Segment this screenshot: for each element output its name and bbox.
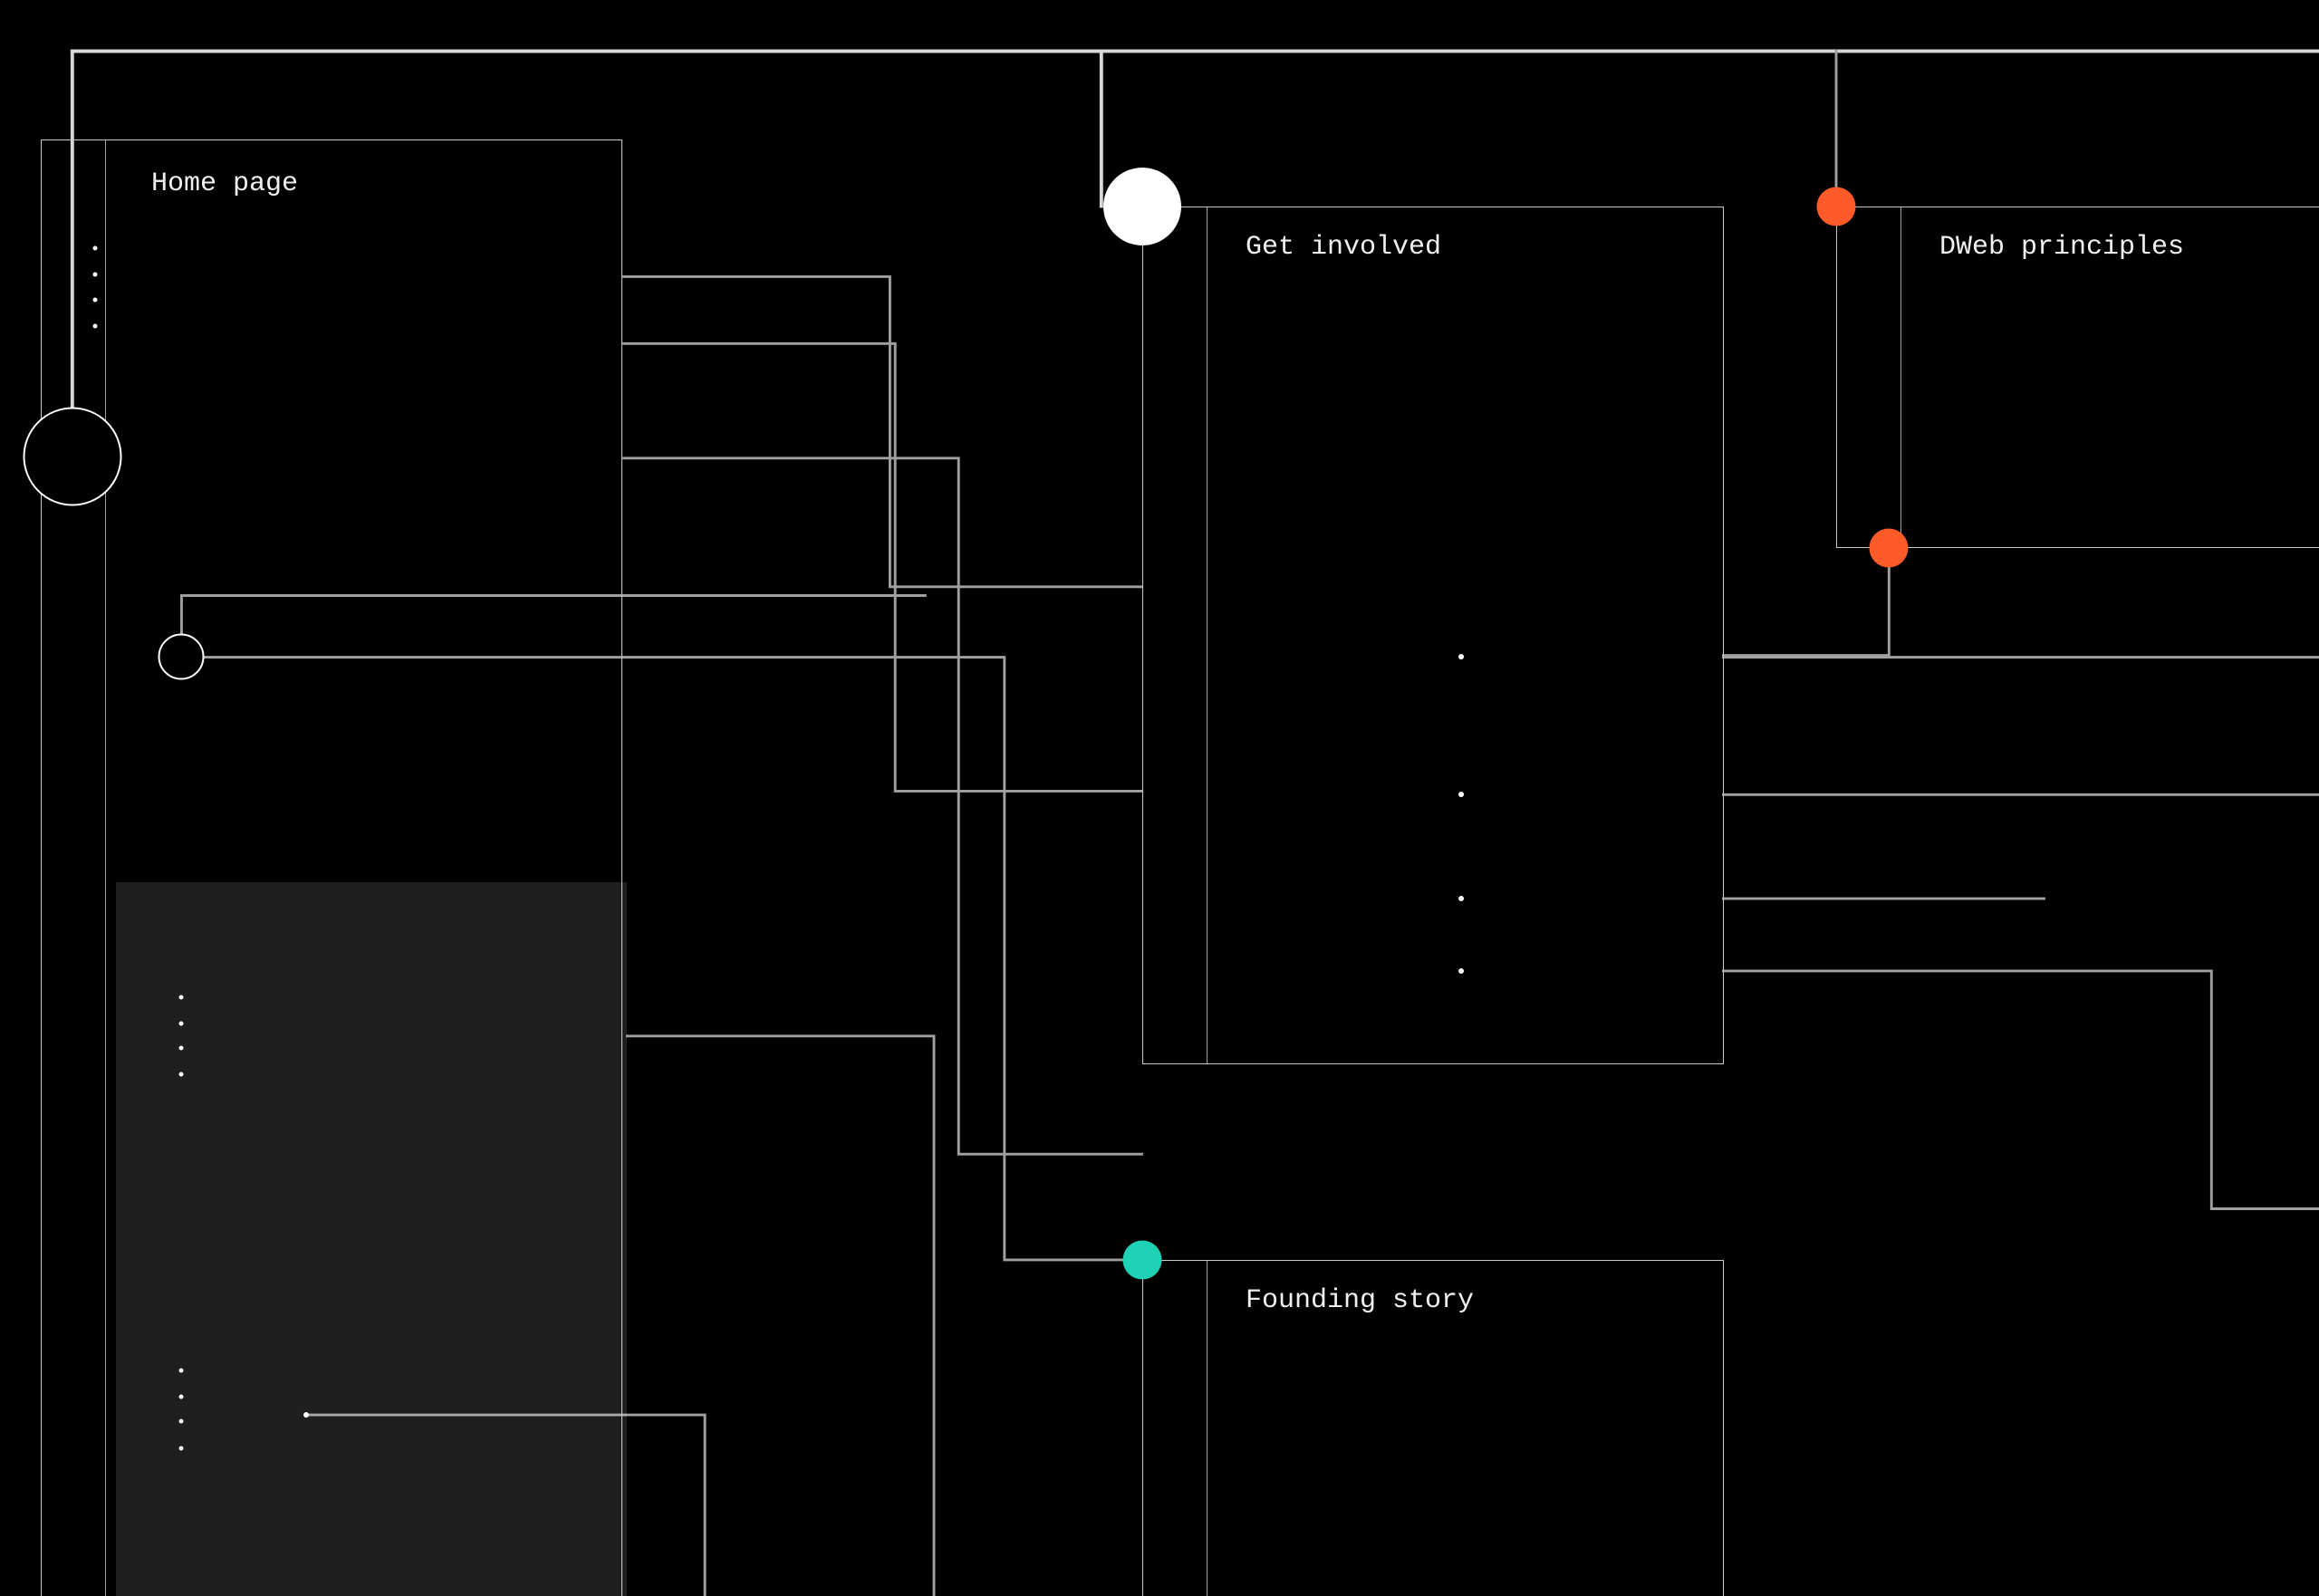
decorative-dot: [93, 298, 98, 303]
node-label: DWeb principles: [1939, 232, 2184, 263]
decorative-dot: [179, 1395, 184, 1399]
node-marker-dot: [1817, 187, 1856, 226]
inner-divider: [1900, 207, 1901, 547]
decorative-dot: [179, 1072, 184, 1077]
inner-divider: [1207, 1261, 1208, 1596]
decorative-dot: [179, 1447, 184, 1451]
sublink-dot: [1458, 968, 1464, 974]
decorative-dot: [179, 995, 184, 1000]
sublink-dot: [1458, 792, 1464, 797]
decorative-dot: [179, 1046, 184, 1051]
home-anchor-ring: [24, 408, 122, 506]
decorative-dot: [93, 246, 98, 251]
home-anchor-ring-small: [159, 634, 205, 680]
node-label: Founding story: [1246, 1285, 1474, 1316]
inner-divider: [105, 140, 106, 1596]
node-label: Get involved: [1246, 232, 1441, 263]
node-marker-dot: [1103, 168, 1181, 245]
decorative-dot: [179, 1419, 184, 1424]
decorative-dot: [93, 324, 98, 329]
decorative-dot: [179, 1369, 184, 1373]
home-content-panel: [116, 882, 627, 1596]
node-dweb-principles: DWeb principles: [1836, 207, 2319, 548]
sublink-dot: [1458, 654, 1464, 659]
sitemap-diagram: { "meta": { "width": 2560, "height": 176…: [0, 0, 2319, 1596]
node-get-involved: Get involved: [1142, 207, 1724, 1064]
node-marker-dot: [1123, 1241, 1162, 1280]
decorative-dot: [179, 1022, 184, 1026]
decorative-dot: [93, 273, 98, 277]
decorative-dot: [303, 1412, 309, 1418]
node-marker-dot: [1870, 529, 1909, 568]
sublink-dot: [1458, 896, 1464, 901]
node-label: Home page: [151, 168, 298, 199]
inner-divider: [1207, 207, 1208, 1063]
node-founding: Founding story: [1142, 1260, 1724, 1596]
